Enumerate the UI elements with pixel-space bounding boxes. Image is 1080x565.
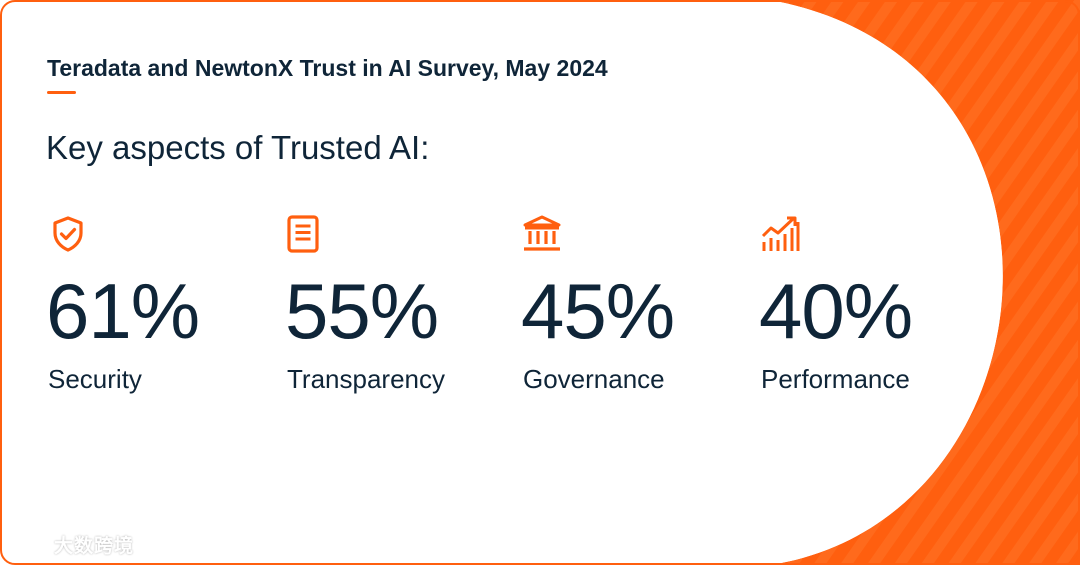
stat-label: Governance xyxy=(523,364,665,394)
stat-label: Performance xyxy=(761,364,910,394)
stat-performance: 40% Performance xyxy=(759,214,991,394)
survey-title: Teradata and NewtonX Trust in AI Survey,… xyxy=(47,55,608,81)
stat-security: 61% Security xyxy=(46,214,278,394)
stat-label: Security xyxy=(48,364,142,394)
bank-building-icon xyxy=(523,215,561,251)
stat-transparency: 55% Transparency xyxy=(285,214,517,394)
stat-label: Transparency xyxy=(287,364,445,394)
stat-value: 55% xyxy=(285,267,439,355)
stat-value: 40% xyxy=(759,267,913,355)
stat-governance: 45% Governance xyxy=(521,214,753,394)
title-accent-rule xyxy=(47,91,76,94)
stat-value: 61% xyxy=(46,267,200,355)
document-icon xyxy=(287,215,319,253)
watermark: 大数跨境 xyxy=(10,530,134,558)
stat-value: 45% xyxy=(521,267,675,355)
bar-chart-growth-icon xyxy=(761,216,800,251)
watermark-text: 大数跨境 xyxy=(54,534,135,557)
page-heading: Key aspects of Trusted AI: xyxy=(46,129,430,166)
shield-check-icon xyxy=(53,216,83,252)
watermark-logo-icon xyxy=(10,534,48,554)
